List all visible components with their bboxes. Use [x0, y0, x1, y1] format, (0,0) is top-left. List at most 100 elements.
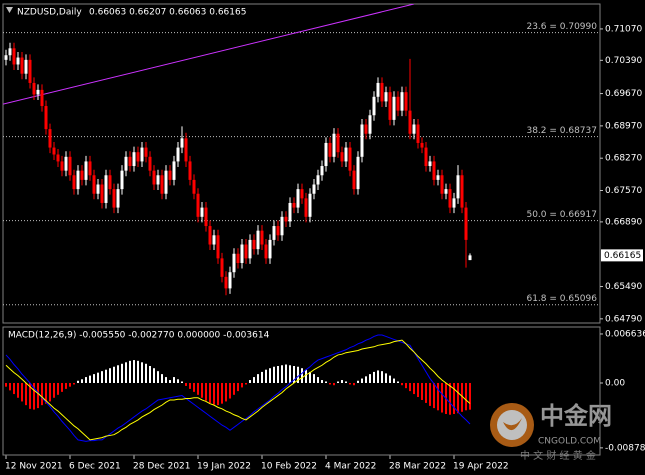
candle-body [232, 253, 236, 273]
candle-body [248, 239, 252, 259]
histogram-bar [189, 382, 191, 389]
histogram-bar [461, 382, 463, 412]
histogram-bar [397, 381, 399, 383]
fib-label: 23.6 = 0.70990 [526, 22, 597, 32]
candle-body [440, 175, 444, 194]
histogram-bar [197, 382, 199, 395]
x-tick-label: 19 Jan 2022 [197, 462, 251, 472]
candle-body [100, 184, 104, 203]
histogram-bar [29, 382, 31, 409]
histogram-bar [65, 382, 67, 389]
candle-body [304, 198, 308, 217]
candle-body [300, 189, 304, 199]
x-tick-label: 4 Mar 2022 [325, 462, 376, 472]
histogram-bar [25, 382, 27, 406]
trendline [3, 4, 415, 105]
candle-body [104, 175, 108, 203]
candle-body [184, 138, 188, 162]
y-tick-label: 0.71070 [605, 24, 642, 34]
candle-body [348, 147, 352, 171]
candle-body [256, 230, 260, 250]
histogram-bar [125, 362, 127, 383]
candle-body [16, 57, 20, 65]
candle-body [188, 161, 192, 180]
candle-body [252, 239, 256, 250]
histogram-bar [45, 382, 47, 404]
candle-body [420, 142, 424, 148]
indicator-title: MACD(12,26,9) -0.005550 -0.002770 0.0000… [8, 331, 270, 341]
y-tick-label: 0.70390 [605, 56, 642, 66]
candle-body [260, 230, 264, 245]
histogram-bar [469, 382, 471, 410]
candle-body [380, 82, 384, 102]
candle-body [204, 207, 208, 227]
candle-body [40, 89, 44, 107]
histogram-bar [353, 382, 355, 386]
candle-body [120, 170, 124, 190]
plot-area: 23.6 = 0.70990 38.2 = 0.68737 50.0 = 0.669… [3, 4, 600, 306]
histogram-bar [421, 382, 423, 400]
candle-body [228, 272, 232, 289]
histogram-bar [401, 382, 403, 386]
candle-body [224, 276, 228, 289]
histogram-bar [409, 382, 411, 392]
candle-body [88, 161, 92, 176]
fib-label: 61.8 = 0.65096 [526, 294, 597, 304]
histogram-bar [53, 382, 55, 398]
candle-body [80, 170, 84, 180]
histogram-bar [69, 382, 71, 387]
candle-body [84, 161, 88, 180]
candle-body [332, 133, 336, 157]
histogram-bar [433, 382, 435, 409]
histogram-bar [413, 382, 415, 395]
candle-body [212, 235, 216, 245]
histogram-bar [157, 371, 159, 383]
candle-body [468, 255, 472, 261]
candle-body [392, 96, 396, 120]
histogram-bar [33, 382, 35, 410]
y-tick-label: 0.64790 [605, 314, 642, 324]
histogram-bar [21, 382, 23, 402]
y-tick-label: 0.65490 [605, 282, 642, 292]
y-tick-label: 0.006636 [605, 329, 645, 339]
candle-body [312, 184, 316, 194]
candle-body [416, 124, 420, 143]
histogram-bar [349, 382, 351, 385]
candle-body [196, 193, 200, 217]
histogram-bar [309, 371, 311, 383]
x-tick-label: 10 Feb 2022 [261, 462, 317, 472]
candle-body [340, 152, 344, 162]
candle-body [44, 106, 48, 130]
candle-body [424, 147, 428, 167]
histogram-bar [361, 378, 363, 383]
histogram-bar [269, 368, 271, 383]
candle-body [236, 253, 240, 263]
candle-body [52, 147, 56, 155]
histogram-bar [109, 368, 111, 383]
candle-body [140, 147, 144, 162]
y-tick-label: 0.69670 [605, 89, 642, 99]
chart-title: NZDUSD,Daily [17, 8, 82, 18]
histogram-bar [341, 380, 343, 383]
histogram-bar [277, 365, 279, 383]
histogram-bar [17, 382, 19, 398]
candle-body [156, 175, 160, 185]
candle-body [284, 216, 288, 222]
histogram-bar [249, 380, 251, 383]
histogram-bar [221, 382, 223, 404]
watermark-site: CNGOLD.COM [538, 437, 601, 447]
candle-body [364, 124, 368, 134]
candle-body [36, 89, 40, 95]
candle-body [288, 202, 292, 222]
histogram-bar [417, 382, 419, 398]
candle-body [180, 138, 184, 148]
histogram-bar [117, 365, 119, 383]
candle-body [144, 147, 148, 157]
histogram-bar [169, 380, 171, 383]
y-tick-label: 0.67570 [605, 186, 642, 196]
candle-body [460, 175, 464, 208]
histogram-bar [321, 380, 323, 383]
histogram-bar [389, 375, 391, 383]
candle-body [60, 161, 64, 171]
histogram-bar [5, 382, 7, 387]
